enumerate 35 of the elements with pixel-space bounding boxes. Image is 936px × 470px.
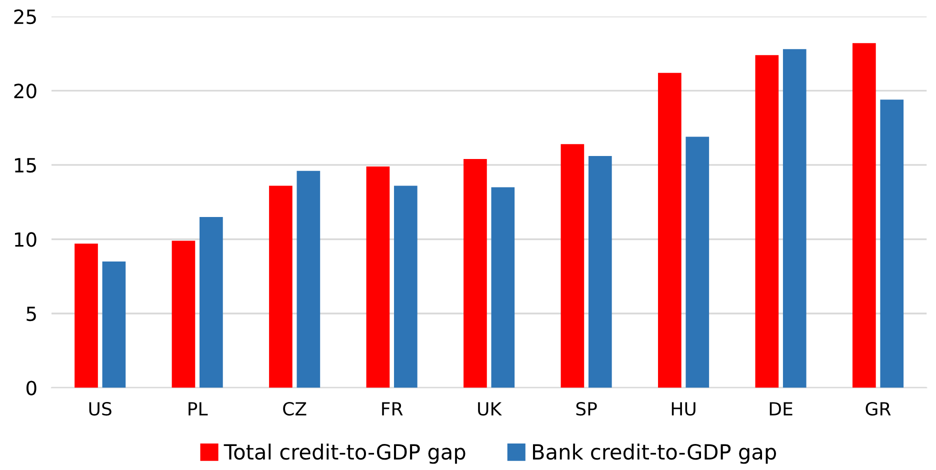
bar <box>269 186 292 388</box>
bar <box>102 262 126 388</box>
bar <box>588 156 612 388</box>
y-tick-label: 10 <box>14 232 36 247</box>
bar <box>852 43 876 388</box>
x-tick-label: PL <box>188 402 208 416</box>
bar <box>560 144 584 388</box>
y-tick-label: 20 <box>14 84 36 98</box>
bar <box>366 166 390 388</box>
x-tick-label: DE <box>770 402 792 416</box>
y-tick-label: 25 <box>14 9 36 24</box>
x-tick-label: SP <box>576 402 597 416</box>
bar <box>880 100 904 388</box>
x-tick-label: HU <box>672 402 696 416</box>
bar <box>755 55 779 388</box>
bar <box>782 49 806 388</box>
bar <box>200 216 223 388</box>
bar <box>74 244 98 388</box>
bar <box>464 159 487 388</box>
legend-label: Total credit-to-GDP gap <box>224 444 466 464</box>
x-tick-label: CZ <box>283 402 306 416</box>
x-tick-label: UK <box>478 402 502 416</box>
y-tick-label: 15 <box>14 158 36 173</box>
bar <box>394 186 418 388</box>
y-tick-label: 0 <box>26 380 36 396</box>
x-tick-label: GR <box>866 402 891 416</box>
bar <box>658 72 682 388</box>
legend-label: Bank credit-to-GDP gap <box>533 444 776 464</box>
bar <box>172 240 196 388</box>
bar <box>296 170 320 388</box>
y-tick-label: 5 <box>26 306 36 322</box>
x-tick-label: FR <box>382 402 403 416</box>
x-tick-label: US <box>89 402 112 416</box>
bar <box>686 136 710 388</box>
bar <box>491 187 515 388</box>
